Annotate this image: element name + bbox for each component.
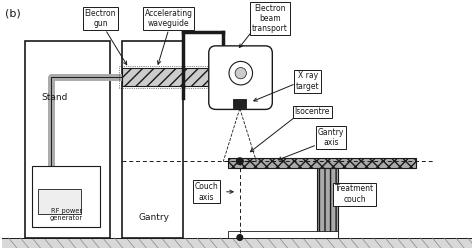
- Text: Couch
axis: Couch axis: [194, 182, 218, 201]
- Bar: [32, 166, 100, 227]
- Text: X ray
target: X ray target: [296, 71, 319, 91]
- Bar: [122, 68, 244, 86]
- Text: (b): (b): [5, 8, 21, 18]
- Bar: [317, 168, 338, 238]
- Bar: [119, 66, 246, 88]
- Bar: [228, 158, 416, 168]
- Circle shape: [237, 235, 243, 240]
- Text: Electron
gun: Electron gun: [85, 9, 116, 28]
- Text: Electron
beam
transport: Electron beam transport: [252, 4, 288, 33]
- Text: Treatment
couch: Treatment couch: [335, 185, 374, 204]
- Bar: [25, 41, 110, 238]
- Bar: [233, 99, 246, 109]
- Text: Accelerating
waveguide: Accelerating waveguide: [145, 9, 193, 28]
- FancyBboxPatch shape: [209, 46, 272, 109]
- Bar: [228, 231, 338, 238]
- Bar: [38, 188, 81, 214]
- Text: Gantry
axis: Gantry axis: [318, 128, 344, 147]
- Text: Isocentre: Isocentre: [295, 107, 330, 116]
- Bar: [1, 238, 473, 248]
- Circle shape: [237, 158, 243, 165]
- Text: Gantry: Gantry: [138, 213, 169, 222]
- Bar: [122, 41, 183, 238]
- Circle shape: [229, 62, 253, 85]
- Text: Stand: Stand: [42, 93, 68, 102]
- Circle shape: [235, 67, 246, 79]
- Text: RF power
generator: RF power generator: [50, 208, 83, 221]
